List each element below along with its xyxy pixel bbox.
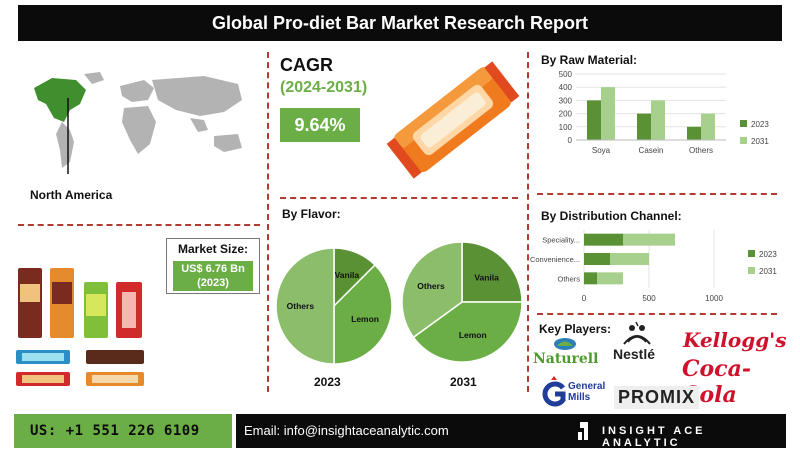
bar-2023-channel-1	[584, 253, 610, 265]
logo-promix: PROMIX	[614, 386, 700, 409]
cagr-value: 9.64%	[280, 108, 360, 142]
divider-region	[18, 224, 260, 226]
legend-label-2023: 2023	[759, 250, 777, 259]
pie-label-lemon: Lemon	[351, 314, 379, 324]
legend-swatch-2031	[740, 137, 747, 144]
legend-swatch-2023	[740, 120, 747, 127]
y-tick-label: Speciality...	[542, 236, 580, 245]
brand-name: INSIGHT ACE ANALYTIC	[602, 425, 706, 449]
logo-nestle: Nestlé	[613, 346, 656, 362]
market-size-box: Market Size: US$ 6.76 Bn (2023)	[166, 238, 260, 294]
x-tick-label: Casein	[639, 146, 664, 155]
bar-2031-channel-2	[597, 272, 623, 285]
bar-2023-soya	[587, 100, 601, 140]
pie-2023-year: 2023	[314, 375, 341, 389]
bar-2023-channel-0	[584, 233, 623, 246]
x-tick-label: Others	[689, 146, 713, 155]
pie-slice-vanila	[461, 241, 523, 303]
y-tick-label: 300	[559, 96, 573, 105]
distribution-title: By Distribution Channel:	[541, 209, 682, 223]
nestle-nest-icon	[623, 321, 651, 345]
world-map-icon	[34, 72, 242, 174]
pie-slice-others	[275, 247, 335, 365]
bar-2031-others	[701, 113, 715, 140]
cagr-years: (2024-2031)	[280, 79, 368, 96]
divider-left	[267, 52, 269, 392]
x-tick-label: 1000	[705, 294, 723, 303]
pie-label-others: Others	[287, 301, 315, 311]
legend-swatch-2031	[748, 267, 755, 274]
legend-label-2031: 2031	[751, 137, 769, 146]
y-tick-label: 400	[559, 83, 573, 92]
general-mills-g-icon	[542, 376, 566, 407]
x-tick-label: 0	[582, 294, 587, 303]
cagr-label: CAGR	[280, 55, 333, 75]
bar-2031-casein	[651, 100, 665, 140]
pie-chart-2023: Vanila Lemon Others	[275, 247, 393, 365]
y-tick-label: 100	[559, 123, 573, 132]
bar-2031-channel-1	[610, 253, 649, 265]
y-tick-label: 500	[559, 70, 573, 79]
legend-swatch-2023	[748, 250, 755, 257]
naturell-leaf-icon	[554, 338, 576, 350]
pie-label-lemon: Lemon	[459, 330, 487, 340]
logo-general-mills: General Mills	[568, 381, 606, 403]
logo-coca-cola: Coca-Cola	[682, 356, 751, 408]
bar-2031-soya	[601, 87, 615, 140]
pie-2031-year: 2031	[450, 375, 477, 389]
market-size-title: Market Size:	[177, 242, 249, 256]
logo-naturell: Naturell	[533, 351, 599, 367]
pie-slice-others	[401, 241, 463, 339]
pie-chart-2031: Vanila Lemon Others	[401, 241, 523, 363]
distribution-chart: 0 500 1000 Speciality... Convenience... Other…	[530, 230, 777, 303]
divider-players	[537, 313, 777, 315]
bar-2023-channel-2	[584, 272, 597, 285]
y-tick-label: 0	[568, 136, 573, 145]
divider-flavor	[280, 197, 518, 199]
x-tick-label: 500	[642, 294, 656, 303]
logo-kelloggs: Kellogg's	[683, 328, 787, 352]
pie-slice-lemon	[333, 263, 393, 365]
footer-bar: Email: info@insightaceanalytic.com INSIG…	[236, 414, 786, 449]
raw-material-title: By Raw Material:	[541, 53, 638, 67]
pie-label-others: Others	[417, 281, 445, 291]
region-label: North America	[30, 188, 113, 202]
pie-slice-lemon	[412, 301, 523, 363]
divider-right	[527, 52, 529, 392]
bar-2031-channel-0	[623, 233, 675, 246]
y-tick-label: Others	[557, 274, 580, 283]
key-players-title: Key Players:	[539, 322, 612, 336]
protein-bar-icon	[386, 61, 520, 179]
email-link[interactable]: Email: info@insightaceanalytic.com	[244, 423, 449, 438]
y-tick-label: 200	[559, 110, 573, 119]
snack-bars-icon	[16, 268, 144, 386]
x-tick-label: Soya	[592, 146, 611, 155]
bar-2023-others	[687, 126, 701, 140]
legend-label-2031: 2031	[759, 267, 777, 276]
phone-number[interactable]: US: +1 551 226 6109	[30, 423, 200, 439]
flavor-title: By Flavor:	[282, 207, 341, 221]
report-title-bar: Global Pro-diet Bar Market Research Repo…	[18, 5, 782, 41]
market-size-value: US$ 6.76 Bn (2023)	[173, 261, 253, 291]
report-title: Global Pro-diet Bar Market Research Repo…	[211, 12, 589, 33]
insight-ace-logo-icon	[578, 422, 588, 440]
market-size-amount: US$ 6.76 Bn	[181, 263, 245, 275]
phone-bar: US: +1 551 226 6109	[14, 414, 232, 448]
divider-channel	[537, 193, 777, 195]
raw-material-chart: 0 100 200 300 400 500 Soya Casein Others 2023 2031	[559, 70, 770, 155]
bar-2023-casein	[637, 113, 651, 140]
y-tick-label: Convenience...	[530, 255, 580, 264]
market-size-year: (2023)	[197, 277, 229, 289]
pie-label-vanila: Vanila	[474, 272, 499, 282]
pie-label-vanila: Vanila	[335, 270, 360, 280]
legend-label-2023: 2023	[751, 120, 769, 129]
